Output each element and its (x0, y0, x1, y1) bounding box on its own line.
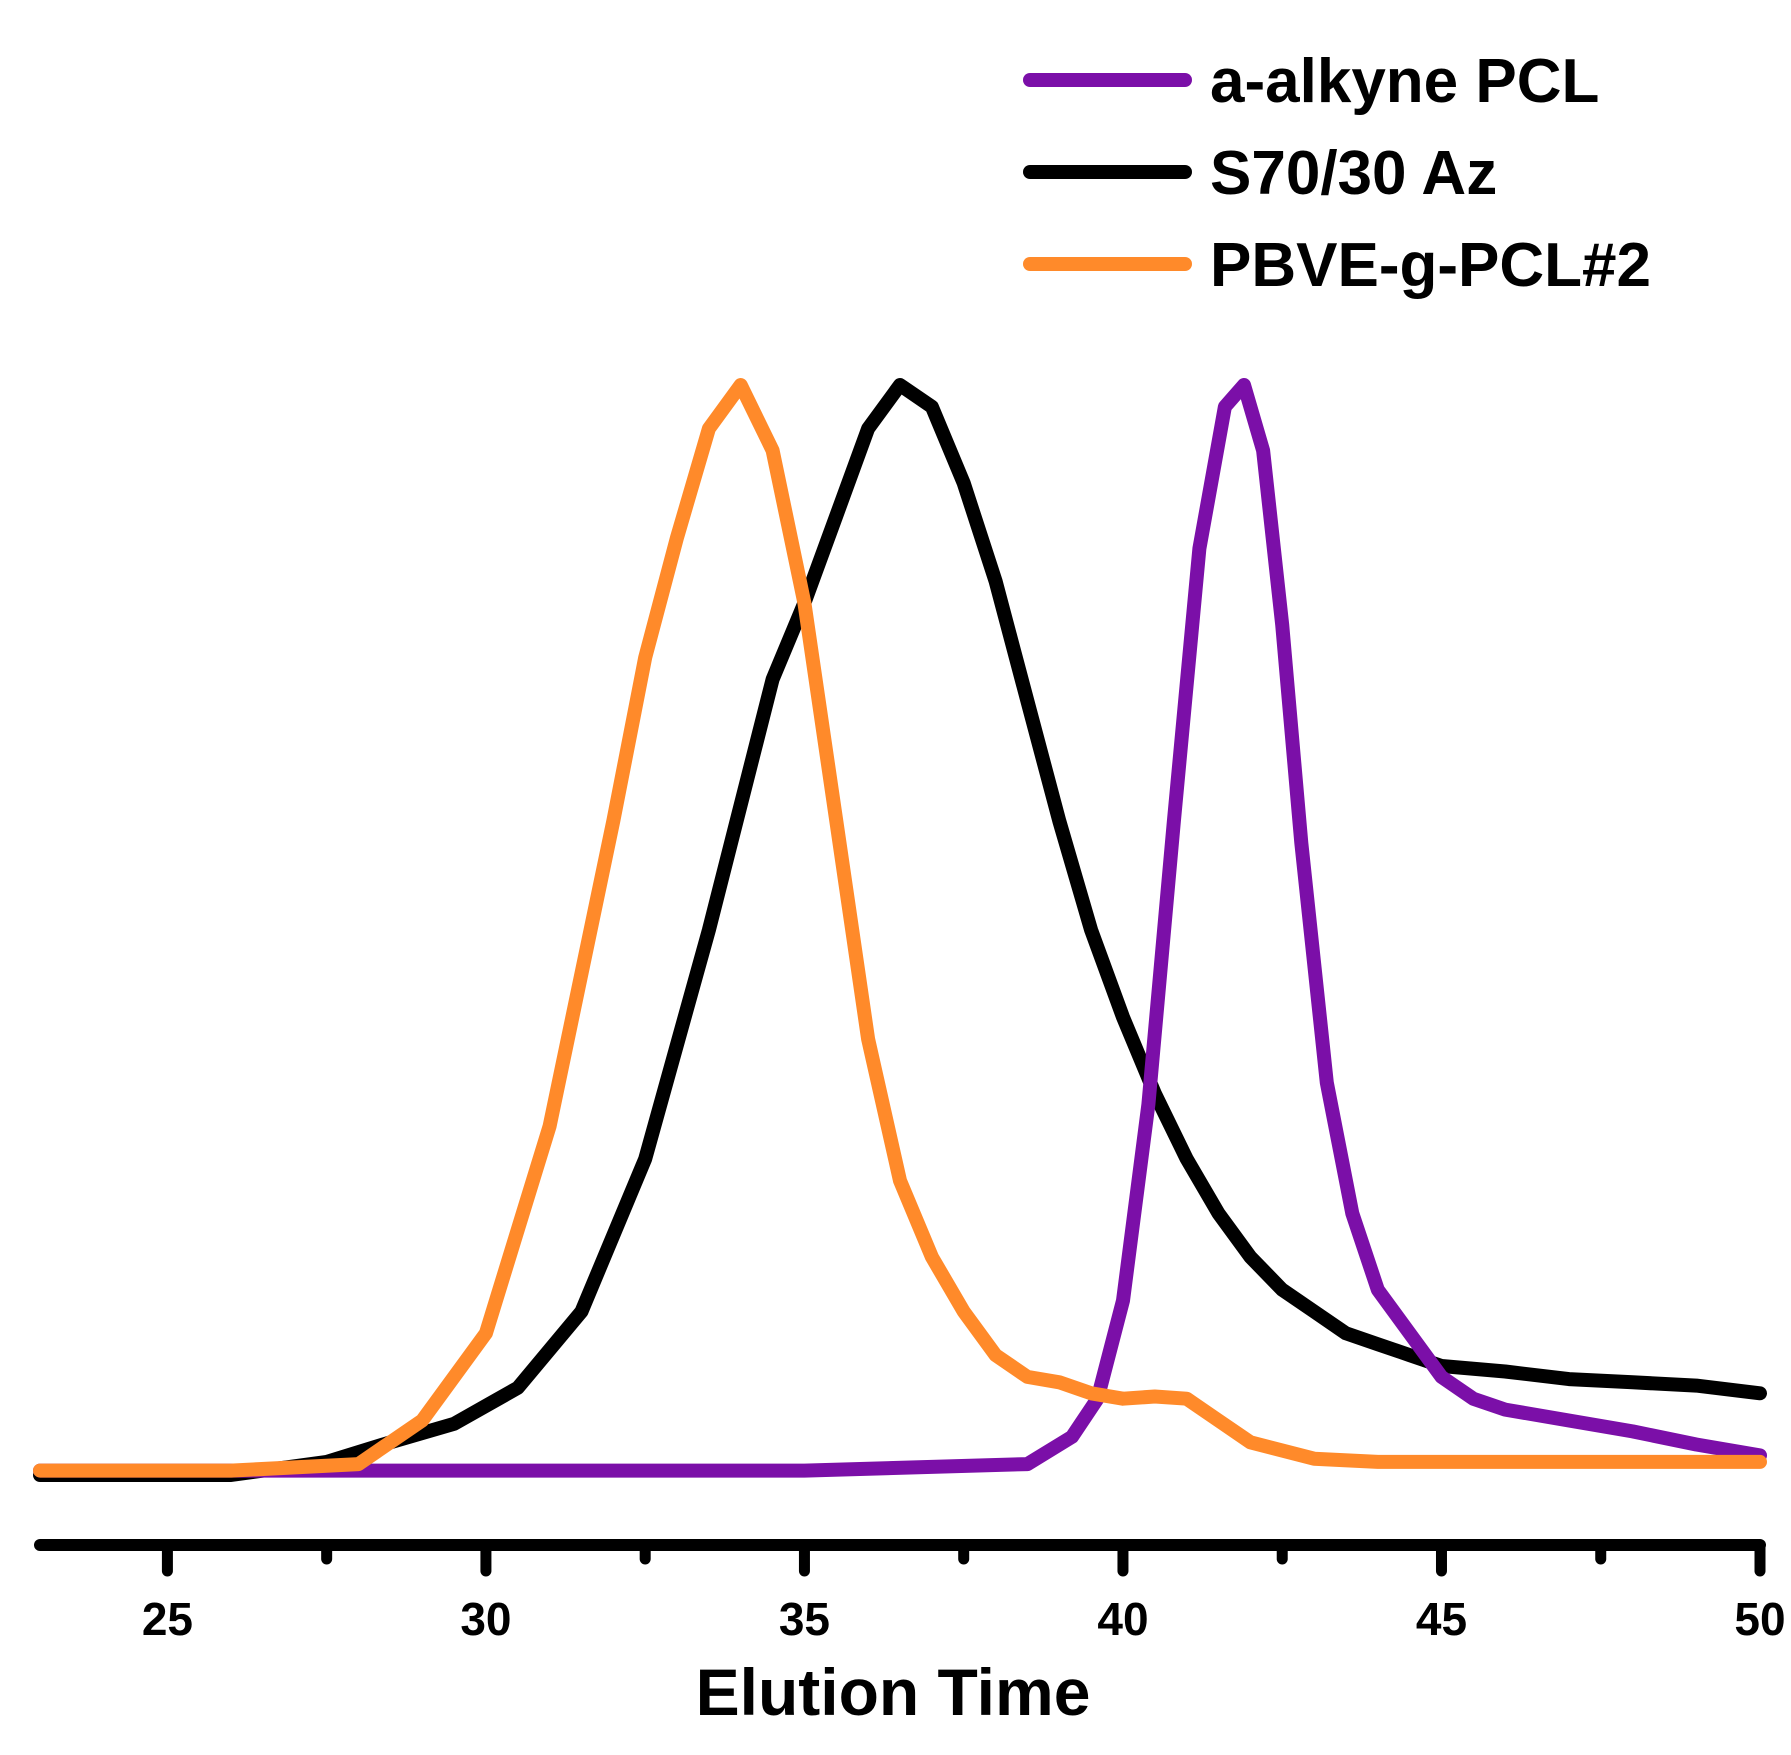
legend-label-2: S70/30 Az (1210, 139, 1497, 208)
x-tick-label-30: 30 (460, 1593, 511, 1645)
legend-label-1: a-alkyne PCL (1210, 47, 1599, 116)
legend: a-alkyne PCL S70/30 Az PBVE-g-PCL#2 (1023, 47, 1651, 300)
series-line-3 (33, 378, 1767, 1478)
series-line-2 (33, 378, 1767, 1482)
x-axis-ticks: 25 30 35 40 45 50 (142, 1539, 1786, 1645)
series-layer (33, 378, 1767, 1482)
series-line-1 (33, 378, 1767, 1478)
x-tick-label-40: 40 (1097, 1593, 1148, 1645)
x-axis: 25 30 35 40 45 50 (34, 1539, 1786, 1645)
legend-label-3: PBVE-g-PCL#2 (1210, 231, 1651, 300)
x-tick-label-50: 50 (1734, 1593, 1785, 1645)
x-axis-title: Elution Time (696, 1655, 1091, 1729)
x-tick-label-25: 25 (142, 1593, 193, 1645)
x-tick-label-35: 35 (779, 1593, 830, 1645)
x-tick-label-45: 45 (1416, 1593, 1467, 1645)
